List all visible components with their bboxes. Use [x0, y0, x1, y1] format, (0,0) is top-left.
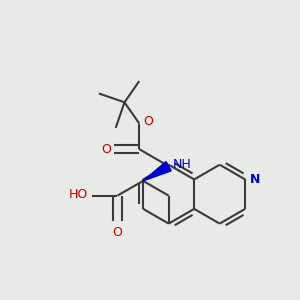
Text: O: O [143, 115, 153, 128]
Polygon shape [143, 162, 171, 181]
Text: O: O [101, 142, 111, 156]
Text: NH: NH [173, 158, 192, 171]
Text: N: N [250, 173, 260, 186]
Text: O: O [112, 226, 122, 239]
Text: HO: HO [69, 188, 88, 201]
